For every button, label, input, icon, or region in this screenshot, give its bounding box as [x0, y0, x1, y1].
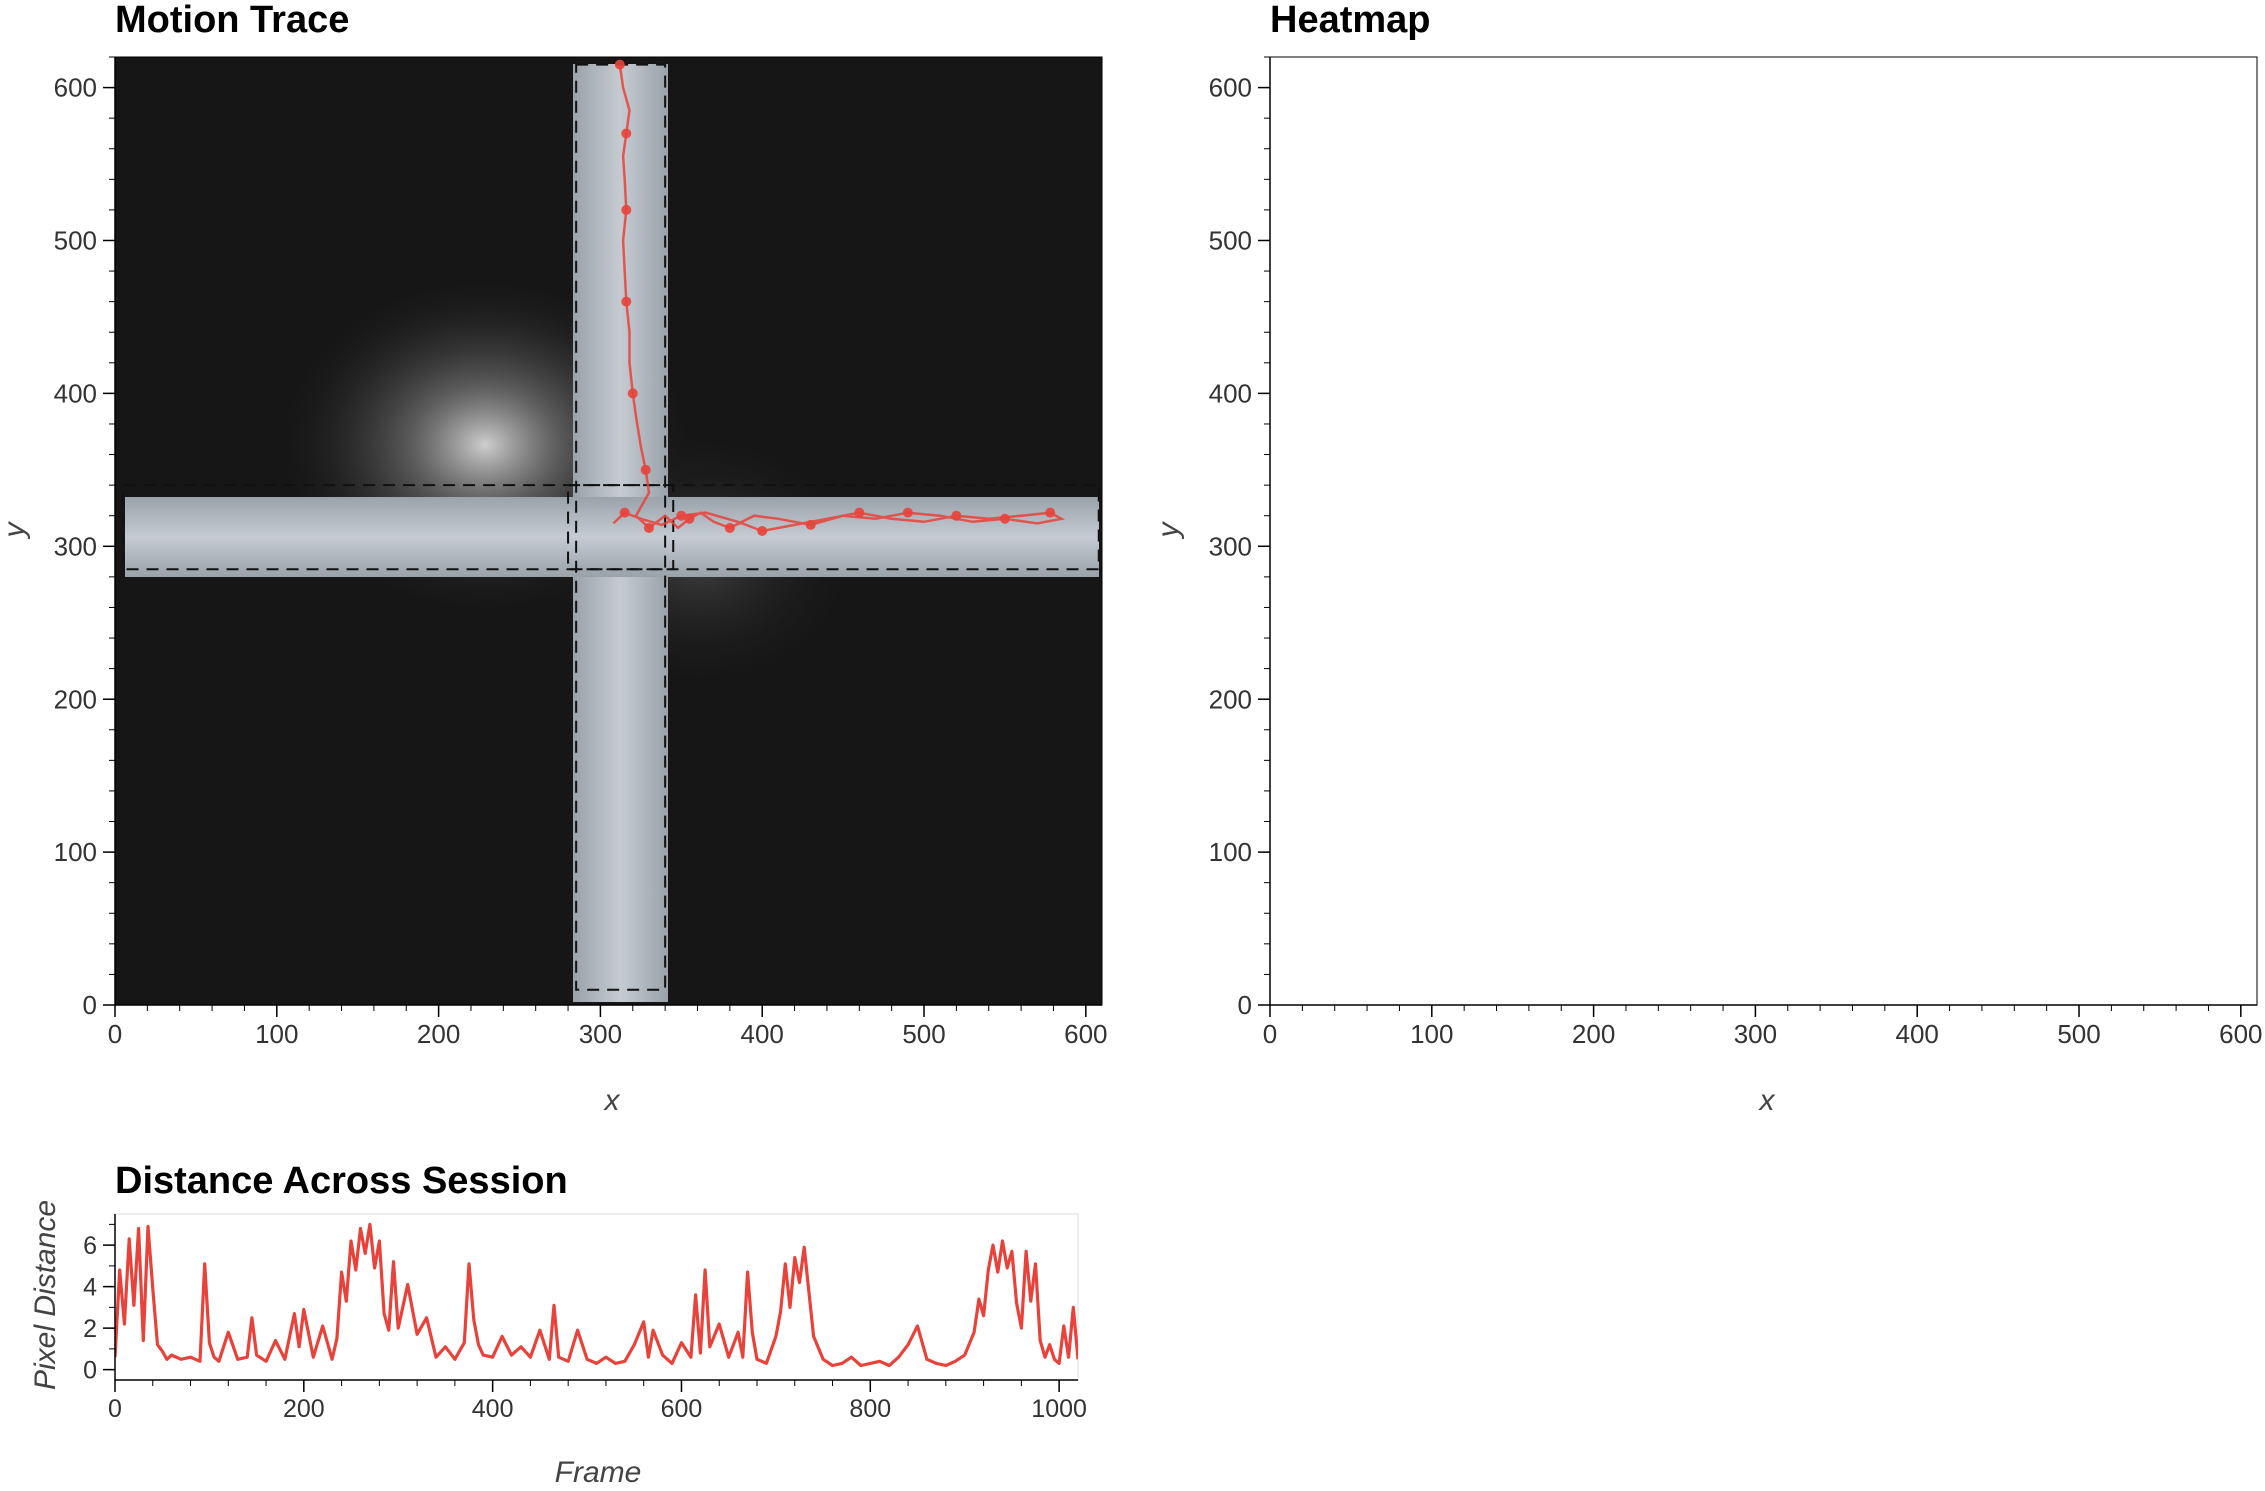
trajectory-point — [684, 513, 695, 524]
trajectory-point — [757, 526, 768, 536]
trajectory-point — [1045, 507, 1056, 518]
heatmap-title: Heatmap — [1270, 0, 1431, 41]
trajectory-overlay — [612, 59, 1066, 536]
trajectory-point — [621, 296, 632, 307]
motion-trace-ylabel: y — [0, 521, 31, 540]
motion-trace-panel: Motion Trace 0 100 200 300 400 500 600 0 100 200 3… — [0, 0, 1108, 1117]
x-tick-label: 200 — [417, 1019, 460, 1049]
trajectory-point — [999, 513, 1010, 524]
trajectory-point — [621, 204, 632, 215]
trajectory-point — [854, 507, 865, 518]
trajectory-point — [676, 510, 687, 521]
y-tick-label: 400 — [54, 378, 97, 408]
trajectory-point — [805, 519, 816, 530]
x-tick-label: 100 — [255, 1019, 298, 1049]
x-tick-label: 500 — [902, 1019, 945, 1049]
trajectory-point — [724, 522, 735, 533]
motion-trace-xlabel: x — [603, 1084, 621, 1117]
x-tick-label: 600 — [1064, 1019, 1107, 1049]
y-tick-label: 200 — [54, 684, 97, 714]
trajectory-point — [643, 522, 654, 533]
trajectory-point — [621, 128, 632, 139]
motion-trace-background-image — [115, 57, 1102, 1005]
x-tick-label: 0 — [108, 1019, 122, 1049]
y-tick-label: 300 — [54, 531, 97, 561]
trajectory-point — [614, 59, 625, 70]
trajectory-point — [951, 510, 962, 521]
trajectory-point — [627, 388, 638, 399]
y-tick-label: 600 — [54, 73, 97, 103]
y-tick-label: 500 — [54, 226, 97, 256]
motion-trace-axes: 0 100 200 300 400 500 600 0 100 200 300 400 500 600 — [54, 56, 1108, 1049]
trajectory-point — [902, 507, 913, 518]
y-tick-label: 100 — [54, 837, 97, 867]
y-tick-label: 0 — [83, 990, 97, 1020]
trajectory-point — [640, 464, 651, 475]
x-tick-label: 400 — [741, 1019, 784, 1049]
trajectory-point — [619, 507, 630, 518]
maze-arm-horizontal — [125, 497, 1099, 577]
x-tick-label: 300 — [579, 1019, 622, 1049]
motion-trace-title: Motion Trace — [115, 0, 349, 41]
trajectory-line — [612, 64, 1066, 533]
heatmap-panel: Heatmap 0 100 200 300 400 500 6000100200300400… — [1152, 0, 2263, 1117]
maze-zone-2 — [567, 484, 675, 571]
